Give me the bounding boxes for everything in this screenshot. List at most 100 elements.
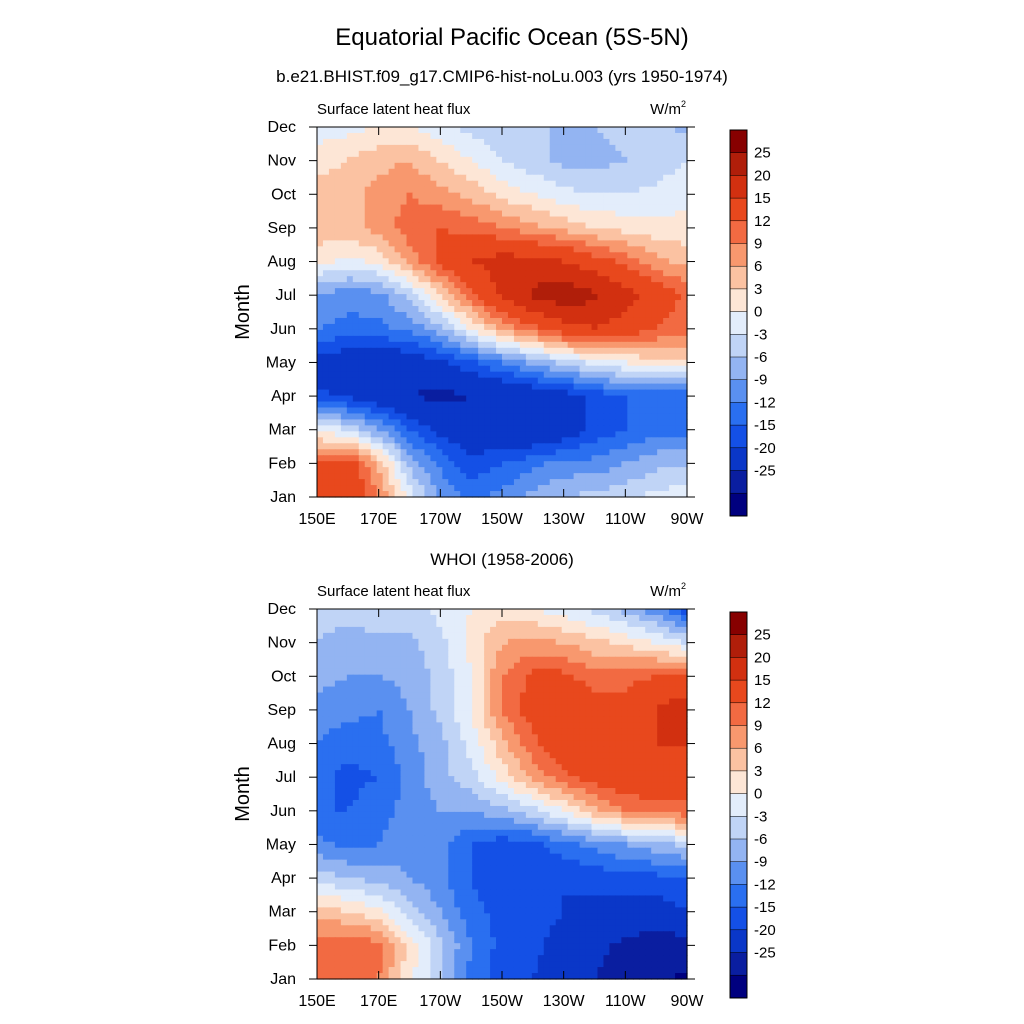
contour-cell xyxy=(442,264,449,271)
contour-cell xyxy=(418,443,426,450)
contour-cell xyxy=(442,150,449,158)
colorbar-label: -15 xyxy=(754,417,776,434)
contour-cell xyxy=(328,341,336,349)
contour-cell xyxy=(663,485,670,492)
contour-cell xyxy=(424,156,431,164)
contour-cell xyxy=(537,234,545,241)
contour-cell xyxy=(651,680,658,688)
contour-cell xyxy=(585,479,593,486)
contour-cell xyxy=(412,650,420,658)
y-tick-label: Jan xyxy=(270,489,296,506)
contour-cell xyxy=(418,198,426,206)
contour-cell xyxy=(436,674,443,682)
left-string: Surface latent heat flux xyxy=(317,583,471,600)
contour-cell xyxy=(561,371,569,379)
contour-cell xyxy=(322,407,330,415)
contour-cell xyxy=(358,341,366,349)
contour-cell xyxy=(466,371,473,379)
contour-cell xyxy=(531,425,539,432)
contour-cell xyxy=(328,138,336,146)
contour-cell xyxy=(645,323,652,331)
contour-cell xyxy=(382,347,390,355)
contour-cell xyxy=(597,656,605,664)
contour-cell xyxy=(460,132,467,140)
contour-cell xyxy=(531,150,539,158)
contour-cell xyxy=(490,186,497,194)
contour-cell xyxy=(615,317,622,325)
contour-cell xyxy=(460,431,467,438)
contour-cell xyxy=(340,300,348,307)
contour-cell xyxy=(484,312,491,319)
contour-cell xyxy=(507,656,515,664)
contour-cell xyxy=(352,674,360,682)
contour-cell xyxy=(502,216,509,224)
contour-cell xyxy=(340,491,348,498)
contour-cell xyxy=(645,644,652,652)
contour-cell xyxy=(681,210,688,218)
contour-cell xyxy=(340,174,348,182)
contour-cell xyxy=(442,407,449,415)
contour-cell xyxy=(406,359,414,367)
contour-cell xyxy=(317,198,324,206)
contour-cell xyxy=(472,300,479,307)
contour-cell xyxy=(627,138,634,146)
contour-cell xyxy=(633,329,640,337)
contour-cell xyxy=(317,632,324,640)
contour-cell xyxy=(484,323,491,331)
contour-cell xyxy=(621,192,628,200)
contour-cell xyxy=(394,192,402,200)
contour-cell xyxy=(525,264,533,271)
contour-cell xyxy=(448,662,455,670)
contour-cell xyxy=(472,485,479,492)
contour-cell xyxy=(436,341,443,349)
contour-cell xyxy=(657,132,664,140)
contour-cell xyxy=(340,323,348,331)
contour-cell xyxy=(663,276,670,283)
contour-cell xyxy=(484,698,491,706)
contour-cell xyxy=(502,341,509,349)
contour-cell xyxy=(525,132,533,140)
contour-cell xyxy=(585,467,593,474)
contour-cell xyxy=(639,620,646,628)
contour-cell xyxy=(639,270,646,277)
contour-cell xyxy=(472,371,479,379)
contour-cell xyxy=(585,258,593,265)
contour-cell xyxy=(519,216,527,224)
contour-cell xyxy=(567,609,575,616)
contour-cell xyxy=(681,473,688,480)
contour-cell xyxy=(609,371,616,379)
contour-cell xyxy=(513,204,521,212)
contour-cell xyxy=(651,246,658,253)
contour-cell xyxy=(519,425,527,432)
contour-cell xyxy=(597,461,605,468)
contour-cell xyxy=(651,180,658,188)
contour-cell xyxy=(531,662,539,670)
contour-cell xyxy=(484,431,491,438)
contour-cell xyxy=(406,479,414,486)
contour-cell xyxy=(615,461,622,468)
contour-cell xyxy=(579,656,587,664)
contour-cell xyxy=(376,323,384,331)
contour-cell xyxy=(633,425,640,432)
contour-cell xyxy=(388,407,396,415)
contour-cell xyxy=(513,401,521,409)
contour-cell xyxy=(513,395,521,403)
contour-cell xyxy=(358,431,366,438)
contour-cell xyxy=(442,668,449,676)
contour-cell xyxy=(394,168,402,176)
contour-cell xyxy=(442,306,449,313)
contour-cell xyxy=(621,638,628,646)
contour-cell xyxy=(346,300,354,307)
contour-cell xyxy=(478,467,485,474)
contour-cell xyxy=(657,692,664,700)
contour-cell xyxy=(328,258,336,265)
contour-cell xyxy=(531,312,539,319)
contour-cell xyxy=(334,377,342,385)
contour-cell xyxy=(567,431,575,438)
contour-cell xyxy=(615,662,622,670)
contour-cell xyxy=(555,317,563,325)
contour-cell xyxy=(472,461,479,468)
contour-cell xyxy=(513,329,521,337)
contour-cell xyxy=(633,335,640,343)
contour-cell xyxy=(382,132,390,140)
